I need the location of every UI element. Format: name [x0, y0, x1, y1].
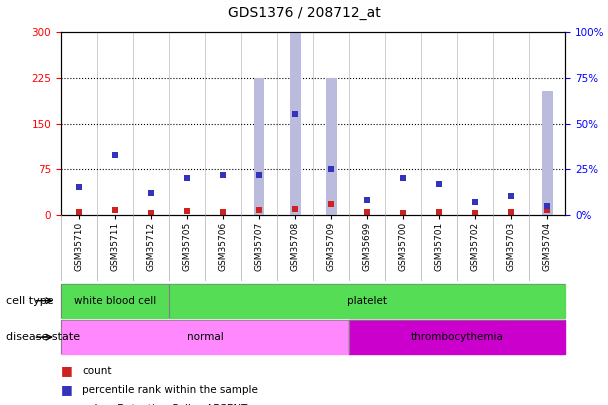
- Bar: [61, 284, 169, 318]
- Text: ■: ■: [61, 364, 72, 377]
- Bar: [61, 320, 349, 354]
- Bar: [289, 0, 300, 215]
- Text: GDS1376 / 208712_at: GDS1376 / 208712_at: [227, 6, 381, 20]
- Text: disease state: disease state: [6, 332, 80, 342]
- Bar: [542, 91, 553, 215]
- Text: ■: ■: [61, 384, 72, 396]
- Bar: [326, 78, 337, 215]
- Bar: [326, 192, 337, 215]
- Text: cell type: cell type: [6, 296, 54, 306]
- Text: thrombocythemia: thrombocythemia: [411, 332, 504, 342]
- Text: platelet: platelet: [347, 296, 387, 306]
- Bar: [169, 284, 565, 318]
- Bar: [349, 320, 565, 354]
- Text: percentile rank within the sample: percentile rank within the sample: [82, 385, 258, 395]
- Text: normal: normal: [187, 332, 223, 342]
- Bar: [254, 78, 264, 215]
- Text: ■: ■: [61, 403, 72, 405]
- Text: white blood cell: white blood cell: [74, 296, 156, 306]
- Text: count: count: [82, 366, 112, 375]
- Bar: [254, 202, 264, 215]
- Bar: [289, 80, 300, 215]
